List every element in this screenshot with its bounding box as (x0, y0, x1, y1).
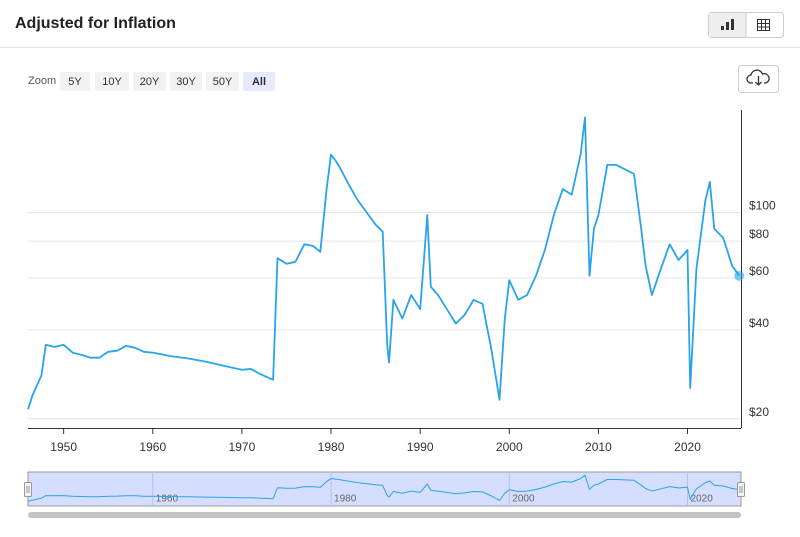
zoom-label: Zoom (28, 75, 56, 87)
zoom-row: Zoom 5Y 10Y 20Y 30Y 50Y All (28, 72, 275, 91)
navigator-tick-label: 2020 (691, 494, 714, 505)
x-tick-label: 2020 (674, 440, 701, 454)
zoom-button[interactable] (95, 72, 129, 91)
end-marker (734, 270, 745, 281)
handle-grip (739, 486, 743, 493)
navigator-handle[interactable] (24, 482, 32, 497)
x-tick-label: 1960 (139, 440, 166, 454)
navigator-handle[interactable] (737, 482, 745, 497)
page-title: Adjusted for Inflation (15, 15, 176, 32)
navigator: 1960 1980 2000 2020 (24, 471, 745, 518)
zoom-button[interactable] (60, 72, 90, 91)
table-view-button[interactable] (757, 19, 770, 31)
zoom-button-label: 20Y (140, 76, 160, 88)
x-tick-label: 1980 (318, 440, 345, 454)
zoom-button[interactable] (206, 72, 239, 91)
navigator-tick-label: 1980 (334, 494, 357, 505)
y-tick-label: $40 (749, 316, 769, 330)
zoom-button-label: All (252, 76, 266, 88)
view-toggle[interactable] (708, 12, 784, 38)
x-tick-label: 2010 (585, 440, 612, 454)
navigator-tick-label: 2000 (512, 494, 535, 505)
x-tick-label: 1990 (407, 440, 434, 454)
zoom-button[interactable] (170, 72, 202, 91)
price-line (27, 474, 740, 502)
x-tick-label: 1950 (50, 440, 77, 454)
y-tick-label: $20 (749, 405, 769, 419)
bar-icon (721, 19, 734, 30)
download-icon (746, 69, 770, 86)
handle-grip (26, 486, 30, 493)
table-icon-lines (757, 19, 770, 31)
x-tick-label: 1970 (229, 440, 256, 454)
x-tick-label: 2000 (496, 440, 523, 454)
price-line (27, 116, 740, 410)
header-bg (0, 0, 800, 47)
zoom-button-label: 5Y (68, 76, 82, 88)
zoom-button[interactable] (133, 72, 166, 91)
y-tick-label: $100 (749, 199, 776, 213)
y-tick-label: $80 (749, 227, 769, 241)
table-icon (757, 19, 770, 31)
zoom-button-label: 30Y (176, 76, 196, 88)
plot-area: $20 $40 $60 $80 $100 1950 1960 1970 1980 1990 2000… (27, 110, 776, 454)
y-tick-label: $60 (749, 264, 769, 278)
zoom-button-label: 50Y (213, 76, 233, 88)
zoom-button-label: 10Y (102, 76, 122, 88)
scrollbar-thumb[interactable] (28, 512, 741, 518)
zoom-button[interactable] (243, 72, 275, 91)
navigator-tick-label: 1960 (156, 494, 179, 505)
download-button[interactable] (738, 65, 779, 93)
